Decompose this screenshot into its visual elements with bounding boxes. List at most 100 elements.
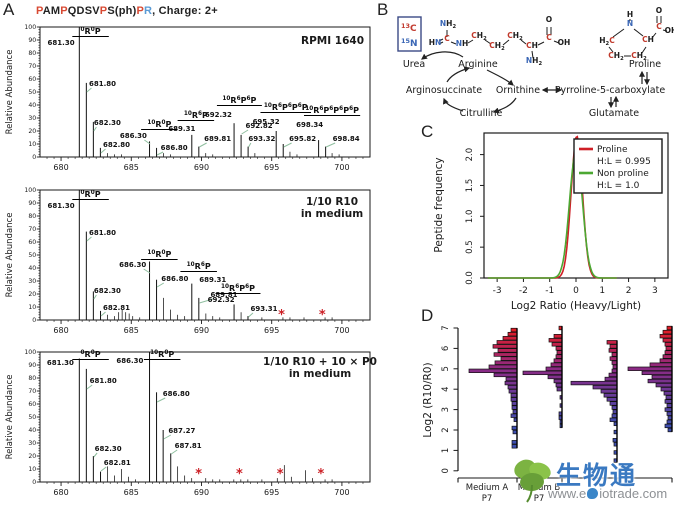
- svg-text:681.30: 681.30: [48, 39, 75, 47]
- spectrum-r10-p0: 0 10 20 30 40 50 60 70 80 90 100 680 685 690 695 700 Rel…: [5, 349, 377, 497]
- svg-text:-3: -3: [493, 286, 502, 296]
- svg-text:695: 695: [264, 163, 279, 172]
- svg-text:10R6P: 10R6P: [187, 262, 211, 271]
- svg-text:OH: OH: [665, 26, 674, 35]
- svg-text:10R6P: 10R6P: [184, 111, 208, 120]
- svg-text:4: 4: [441, 386, 451, 391]
- svg-text:20: 20: [28, 453, 36, 460]
- svg-text:N: N: [627, 19, 633, 28]
- svg-text:689.31: 689.31: [168, 125, 195, 133]
- svg-text:H:L = 1.0: H:L = 1.0: [597, 181, 640, 191]
- svg-text:Pyrroline-5-carboxylate: Pyrroline-5-carboxylate: [555, 85, 666, 96]
- svg-text:680: 680: [53, 488, 68, 497]
- svg-text:2.0: 2.0: [465, 148, 475, 162]
- svg-text:Log2 (R10/R0): Log2 (R10/R0): [422, 362, 434, 437]
- svg-text:0: 0: [32, 154, 36, 161]
- svg-text:10R0P: 10R0P: [150, 350, 174, 359]
- svg-text:681.30: 681.30: [48, 202, 75, 210]
- svg-text:1.5: 1.5: [465, 179, 475, 193]
- svg-text:682.81: 682.81: [103, 304, 130, 312]
- svg-text:30: 30: [28, 278, 36, 285]
- svg-text:0.5: 0.5: [465, 240, 475, 254]
- svg-text:30: 30: [28, 440, 36, 447]
- svg-text:10: 10: [28, 304, 36, 311]
- svg-text:686.30: 686.30: [119, 261, 146, 269]
- svg-text:in medium: in medium: [289, 368, 351, 380]
- peptide-segment: QDSV: [67, 5, 100, 17]
- svg-text:H: H: [627, 10, 633, 19]
- svg-text:*: *: [236, 467, 243, 482]
- svg-text:C: C: [656, 22, 662, 31]
- svg-text:C: C: [546, 33, 552, 42]
- svg-text:682.30: 682.30: [94, 287, 121, 295]
- svg-text:10: 10: [28, 141, 36, 148]
- watermark-url-post: iotrade.com: [599, 486, 668, 501]
- svg-text:0: 0: [573, 286, 579, 296]
- panel-label-c: C: [421, 122, 434, 141]
- svg-text:0: 0: [441, 468, 451, 473]
- panel-label-b: B: [377, 0, 389, 19]
- peptide-frequency-plot: -3 -2 -1 0 1 2 3 0.0 0.5 1.0 1.5 2.0 Peptide frequen…: [433, 132, 669, 312]
- svg-text:in medium: in medium: [301, 208, 363, 220]
- svg-text:10R6P6P6P6P: 10R6P6P6P6P: [305, 106, 359, 115]
- svg-text:680: 680: [53, 326, 68, 335]
- svg-text:698.84: 698.84: [333, 135, 360, 143]
- svg-text:50: 50: [28, 252, 36, 259]
- svg-text:20: 20: [28, 291, 36, 298]
- svg-text:10: 10: [28, 466, 36, 473]
- svg-text:686.30: 686.30: [120, 132, 147, 140]
- svg-text:687.27: 687.27: [168, 427, 195, 435]
- svg-text:80: 80: [28, 50, 36, 57]
- svg-text:0.0: 0.0: [465, 271, 475, 285]
- svg-text:CH: CH: [642, 35, 654, 44]
- svg-text:Glutamate: Glutamate: [589, 108, 639, 119]
- watermark-url: www.e iotrade.com: [548, 486, 667, 501]
- svg-text:CH2: CH2: [608, 51, 624, 62]
- svg-text:682.81: 682.81: [104, 459, 131, 467]
- svg-text:*: *: [277, 467, 284, 482]
- svg-text:O: O: [656, 6, 662, 15]
- svg-text:H2C: H2C: [599, 36, 615, 47]
- svg-text:689.81: 689.81: [210, 291, 237, 299]
- svg-text:681.30: 681.30: [47, 359, 74, 367]
- svg-text:13C: 13C: [401, 22, 417, 34]
- svg-text:100: 100: [24, 24, 36, 31]
- svg-text:7: 7: [441, 325, 451, 330]
- svg-text:685: 685: [124, 163, 139, 172]
- peptide-segment: R: [143, 5, 153, 17]
- svg-text:70: 70: [28, 226, 36, 233]
- svg-text:30: 30: [28, 115, 36, 122]
- svg-text:689.81: 689.81: [204, 135, 231, 143]
- svg-text:CH: CH: [526, 41, 538, 50]
- svg-text:Arginosuccinate: Arginosuccinate: [406, 85, 482, 96]
- svg-text:690: 690: [194, 488, 209, 497]
- svg-text:687.81: 687.81: [175, 442, 202, 450]
- svg-text:10R0P: 10R0P: [147, 250, 171, 259]
- svg-text:C: C: [444, 34, 450, 43]
- svg-text:10R6P6P: 10R6P6P: [222, 96, 256, 105]
- drop-icon: [587, 488, 599, 499]
- watermark: 生物通 www.e iotrade.com: [508, 453, 674, 505]
- svg-text:1.0: 1.0: [465, 210, 475, 224]
- svg-text:60: 60: [28, 76, 36, 83]
- svg-text:15N: 15N: [401, 37, 418, 49]
- svg-text:10R6P6P6P: 10R6P6P6P: [264, 103, 308, 112]
- svg-text:0R0P: 0R0P: [81, 27, 101, 36]
- svg-text:70: 70: [28, 388, 36, 395]
- spectrum-rpmi1640: 0 10 20 30 40 50 60 70 80 90 100 680 685 690 695 700 Rel…: [5, 24, 371, 172]
- svg-text:NH2: NH2: [440, 19, 457, 30]
- svg-text:60: 60: [28, 401, 36, 408]
- svg-text:686.80: 686.80: [163, 390, 190, 398]
- svg-text:CH2: CH2: [489, 41, 505, 52]
- svg-text:60: 60: [28, 239, 36, 246]
- svg-text:692.82: 692.82: [246, 122, 273, 130]
- svg-text:*: *: [317, 467, 324, 482]
- svg-text:5: 5: [441, 366, 451, 371]
- svg-text:695.32: 695.32: [253, 118, 280, 126]
- svg-text:0: 0: [32, 479, 36, 486]
- svg-text:40: 40: [28, 427, 36, 434]
- svg-text:682.80: 682.80: [103, 141, 130, 149]
